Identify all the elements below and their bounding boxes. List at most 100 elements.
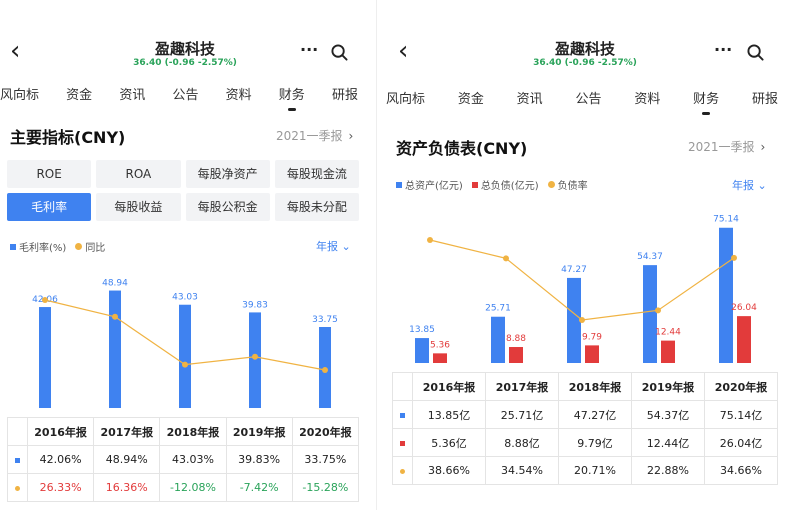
legend-item-ratio: 负债率	[547, 177, 588, 192]
liabilities-value-label: 5.36	[430, 340, 450, 350]
table-cell: -15.28%	[291, 473, 360, 502]
bar-gross-margin	[179, 304, 191, 408]
period-selector[interactable]: 2021一季报 ›	[276, 127, 353, 144]
yoy-point	[252, 353, 258, 360]
table-cell: 12.44亿	[631, 428, 705, 457]
debt-ratio-point	[503, 255, 509, 262]
period-label: 2021一季报	[276, 129, 343, 143]
metric-button[interactable]: 每股净资产	[185, 160, 270, 188]
debt-ratio-point	[579, 317, 585, 323]
table-header-row: 2016年报 2017年报 2018年报 2019年报 2020年报	[392, 372, 778, 401]
chevron-right-icon: ›	[348, 129, 354, 143]
stock-title: 盈趣科技	[154, 40, 215, 58]
tab-3[interactable]: 公告	[575, 92, 602, 107]
table-header-row: 2016年报 2017年报 2018年报 2019年报 2020年报	[7, 417, 360, 446]
table-header-cell: 2017年报	[93, 417, 161, 446]
table-cell: 34.54%	[485, 456, 559, 485]
assets-value-label: 47.27	[561, 265, 587, 275]
tab-2[interactable]: 资讯	[119, 88, 146, 103]
tab-6[interactable]: 研报	[751, 92, 778, 107]
annual-dropdown[interactable]: 年报 ⌄	[316, 240, 351, 253]
table-cell: 34.66%	[704, 456, 778, 485]
tab-5[interactable]: 财务	[279, 84, 305, 111]
table-cell: 38.66%	[412, 456, 486, 485]
table-row: 38.66% 34.54% 20.71% 22.88% 34.66%	[392, 456, 778, 485]
table-header-cell: 2016年报	[26, 417, 95, 446]
metric-button[interactable]: 毛利率	[7, 193, 92, 221]
yoy-point	[322, 367, 328, 373]
liabilities-value-label: 9.79	[582, 332, 602, 342]
row-marker-swatch	[15, 486, 20, 491]
tab-0[interactable]: 风向标	[386, 92, 426, 107]
debt-ratio-point	[427, 237, 433, 243]
legend-swatch	[75, 243, 83, 250]
left-panel: ‹ 盈趣科技 36.40 (-0.96 -2.57%) ··· 风向标 资金 资讯 公…	[0, 0, 372, 510]
tab-4[interactable]: 资料	[634, 92, 661, 107]
table-cell: 43.03%	[159, 445, 227, 474]
tab-0[interactable]: 风向标	[0, 88, 40, 103]
annual-label: 年报	[316, 240, 338, 253]
bar-total-liabilities	[433, 353, 447, 363]
back-button[interactable]: ‹	[10, 36, 21, 66]
metric-button[interactable]: ROA	[96, 160, 181, 188]
search-icon[interactable]	[747, 44, 764, 61]
debt-ratio-line	[429, 239, 735, 321]
table-row: 5.36亿 8.88亿 9.79亿 12.44亿 26.04亿	[392, 428, 778, 457]
table-cell: 25.71亿	[485, 400, 559, 429]
table-row: 42.06% 48.94% 43.03% 39.83% 33.75%	[7, 445, 360, 474]
liabilities-value-label: 26.04	[731, 303, 757, 313]
bar-total-assets	[491, 316, 505, 363]
chevron-right-icon: ›	[760, 140, 766, 154]
annual-dropdown[interactable]: 年报 ⌄	[732, 179, 767, 192]
table-header-cell: 2020年报	[291, 417, 360, 446]
more-icon[interactable]: ···	[714, 40, 733, 59]
tab-1[interactable]: 资金	[66, 88, 93, 103]
table-cell: 54.37亿	[631, 400, 705, 429]
period-selector[interactable]: 2021一季报 ›	[688, 138, 765, 155]
table-cell: 9.79亿	[558, 428, 632, 457]
tab-4[interactable]: 资料	[225, 88, 252, 103]
bar-gross-margin	[249, 312, 261, 408]
table-row: 13.85亿 25.71亿 47.27亿 54.37亿 75.14亿	[392, 400, 778, 429]
top-tabs: 风向标 资金 资讯 公告 资料 财务 研报	[386, 88, 778, 115]
table-cell: -12.08%	[159, 473, 227, 502]
legend-item-gross-margin: 毛利率(%)	[10, 239, 66, 254]
table-corner-cell	[392, 372, 413, 401]
debt-ratio-point	[731, 254, 737, 261]
assets-value-label: 75.14	[713, 215, 739, 225]
table-cell: 33.75%	[291, 445, 360, 474]
top-tabs: 风向标 资金 资讯 公告 资料 财务 研报	[0, 84, 358, 111]
tab-1[interactable]: 资金	[457, 92, 484, 107]
row-marker-swatch	[400, 413, 405, 418]
search-icon[interactable]	[331, 44, 348, 61]
stock-title: 盈趣科技	[554, 40, 615, 58]
balance-sheet-chart: 13.85 5.36 25.71 8.88 47.27 9.79 54.37 12.44 75.…	[409, 215, 757, 363]
liabilities-value-label: 8.88	[506, 334, 526, 344]
metric-button[interactable]: 每股收益	[96, 193, 181, 221]
tab-2[interactable]: 资讯	[516, 92, 543, 107]
back-button[interactable]: ‹	[398, 36, 409, 66]
assets-value-label: 13.85	[409, 325, 435, 335]
bar-total-assets	[567, 277, 581, 363]
table-header-cell: 2017年报	[485, 372, 559, 401]
bar-total-liabilities	[661, 340, 675, 363]
bar-total-assets	[719, 227, 733, 363]
row-marker-cell	[392, 400, 413, 429]
right-panel: ‹ 盈趣科技 36.40 (-0.96 -2.57%) ··· 风向标 资金 资讯 公…	[382, 0, 788, 510]
chart-legend: 总资产(亿元) 总负债(亿元) 负债率	[396, 177, 597, 192]
tab-6[interactable]: 研报	[331, 88, 358, 103]
metric-button[interactable]: 每股未分配	[274, 193, 359, 221]
row-marker-cell	[392, 428, 413, 457]
legend-item-liabilities: 总负债(亿元)	[471, 177, 539, 192]
more-icon[interactable]: ···	[300, 40, 319, 59]
metric-button[interactable]: 每股现金流	[274, 160, 359, 188]
metric-button[interactable]: ROE	[7, 160, 92, 188]
tab-3[interactable]: 公告	[172, 88, 199, 103]
bar-value-label: 43.03	[172, 293, 198, 303]
tab-5[interactable]: 财务	[693, 88, 719, 115]
metric-grid: ROE ROA 每股净资产 每股现金流毛利率 每股收益 每股公积金 每股未分配	[7, 160, 359, 221]
legend-swatch	[396, 181, 402, 188]
table-cell: 5.36亿	[412, 428, 486, 457]
metric-button[interactable]: 每股公积金	[185, 193, 270, 221]
